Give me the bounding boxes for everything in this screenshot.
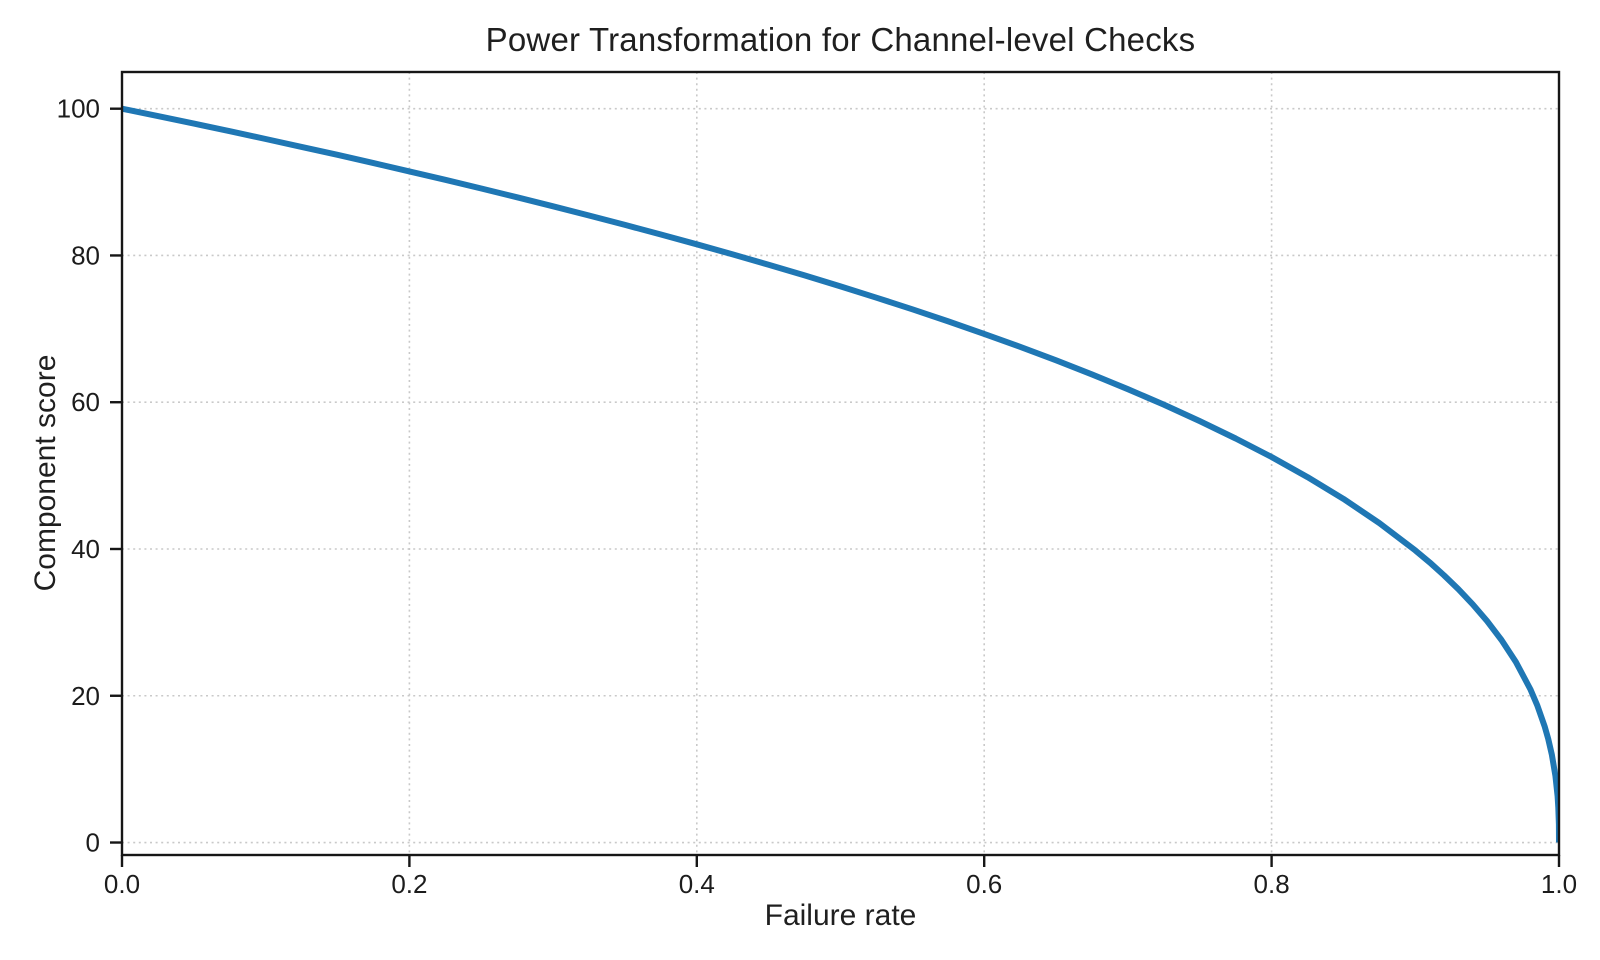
y-axis-label: Component score [29, 354, 62, 592]
y-tick-label: 100 [57, 94, 100, 124]
x-tick-label: 1.0 [1541, 869, 1577, 899]
y-tick-label: 60 [71, 387, 100, 417]
x-tick-label: 0.4 [679, 869, 715, 899]
y-tick-label: 80 [71, 240, 100, 270]
x-tick-label: 0.0 [104, 869, 140, 899]
x-tick-label: 0.2 [391, 869, 427, 899]
x-tick-label: 0.8 [1254, 869, 1290, 899]
x-tick-label: 0.6 [966, 869, 1002, 899]
data-curve [122, 105, 1559, 843]
axes-border [120, 70, 1561, 857]
y-tick-label: 20 [71, 681, 100, 711]
chart-title: Power Transformation for Channel-level C… [485, 21, 1196, 58]
x-axis-label: Failure rate [764, 899, 917, 932]
y-tick-label: 40 [71, 534, 100, 564]
y-tick-label: 0 [86, 828, 100, 858]
